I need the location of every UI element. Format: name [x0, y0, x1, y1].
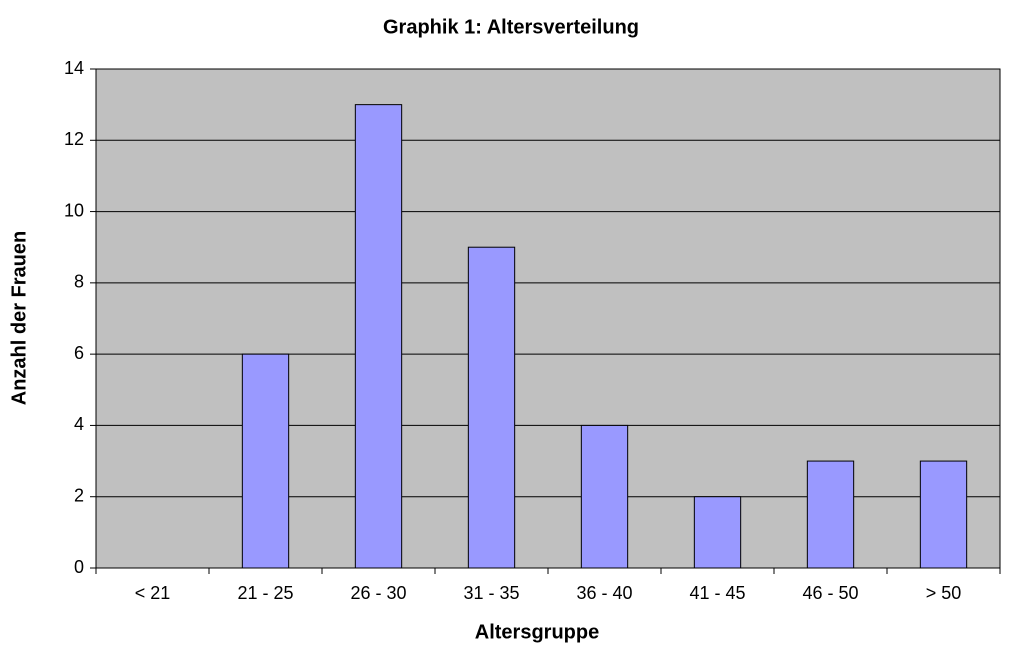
x-tick-label: 21 - 25: [237, 583, 293, 603]
y-axis-label: Anzahl der Frauen: [8, 231, 30, 405]
y-tick-label: 6: [74, 343, 84, 363]
bar: [467, 246, 516, 569]
x-tick-label: 36 - 40: [576, 583, 632, 603]
plot-area: [96, 69, 1000, 568]
bar: [354, 104, 403, 569]
y-tick-label: 14: [64, 58, 84, 78]
y-tick-label: 4: [74, 414, 84, 434]
bar: [580, 424, 629, 569]
x-tick-label: < 21: [135, 583, 171, 603]
bar: [806, 460, 855, 569]
plot-border: [95, 68, 1001, 569]
x-tick-label: 31 - 35: [463, 583, 519, 603]
y-tick-label: 2: [74, 485, 84, 505]
x-tick-label: 26 - 30: [350, 583, 406, 603]
y-tick-label: 8: [74, 272, 84, 292]
bar: [919, 460, 968, 569]
chart-title: Graphik 1: Altersverteilung: [383, 16, 639, 38]
bar: [241, 353, 290, 569]
y-tick-label: 0: [74, 557, 84, 577]
x-axis-label: Altersgruppe: [475, 621, 599, 643]
y-tick-label: 10: [64, 200, 84, 220]
x-tick-label: 46 - 50: [802, 583, 858, 603]
x-tick-label: 41 - 45: [689, 583, 745, 603]
bar: [693, 496, 742, 569]
y-tick-label: 12: [64, 129, 84, 149]
x-tick-label: > 50: [926, 583, 962, 603]
